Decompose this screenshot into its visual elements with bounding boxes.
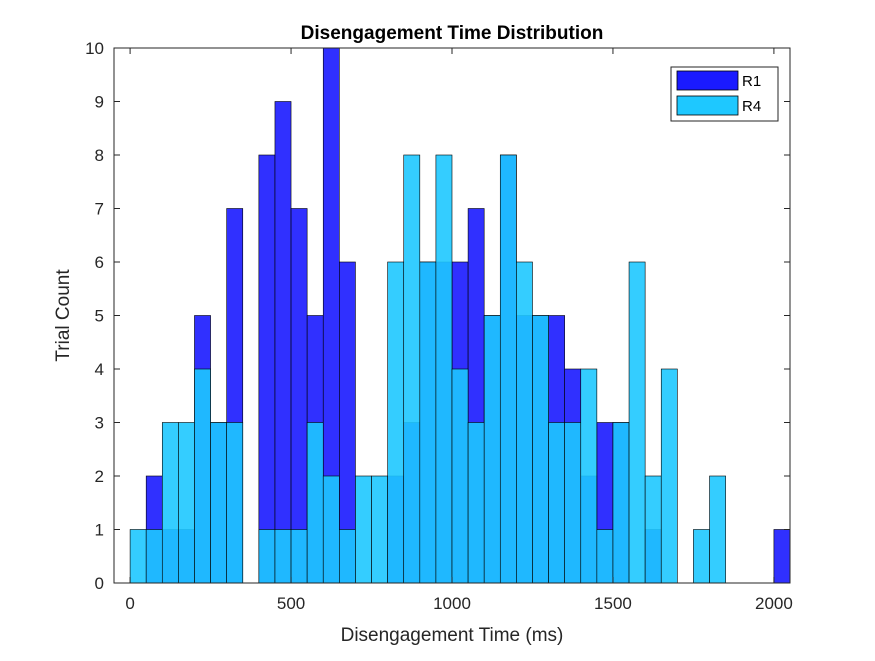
legend-label-r4: R4 [742,98,761,115]
bar-r4-bin-0 [129,529,147,584]
bar-r4-bin-16 [387,261,405,584]
bar-r4-bin-27 [564,422,582,584]
y-axis-label: Trial Count [53,269,74,362]
legend-swatch-r1 [676,70,739,91]
bar-r4-bin-10 [290,529,308,584]
bar-r4-bin-14 [355,475,372,584]
bar-r4-bin-31 [628,261,646,584]
x-tick-label-500: 500 [277,594,305,613]
bar-r4-bin-8 [258,529,276,584]
y-tick-label-5: 5 [95,307,104,326]
y-tick-label-3: 3 [95,414,104,433]
bar-r4-bin-23 [499,154,517,584]
y-tick-label-8: 8 [95,146,104,165]
y-tick-label-10: 10 [85,39,104,58]
bar-r4-bin-5 [210,422,227,584]
bar-r4-bin-25 [532,315,549,584]
bar-r4-bin-36 [709,475,726,584]
legend: R1 R4 [670,66,779,122]
y-tick-label-6: 6 [95,253,104,272]
bar-r4-bin-18 [419,261,437,584]
bar-r4-bin-22 [483,315,501,584]
bar-r4-bin-30 [612,422,630,584]
y-tick-label-2: 2 [95,467,104,486]
bar-r4-bin-11 [306,422,324,584]
bar-r4-bin-2 [161,422,179,584]
x-tick-label-0: 0 [125,594,134,613]
bar-r4-bin-9 [274,529,292,584]
bar-r4-bin-29 [596,529,614,584]
x-tick-label-2000: 2000 [755,594,793,613]
legend-label-r1: R1 [742,73,761,90]
bar-r4-bin-13 [339,529,356,584]
bar-r4-bin-28 [580,368,598,584]
bar-r1-bin-40 [773,529,791,584]
bar-r4-bin-26 [548,422,565,584]
y-tick-label-7: 7 [95,200,104,219]
bar-r4-bin-17 [403,154,421,584]
x-tick-label-1000: 1000 [433,594,471,613]
y-tick-label-1: 1 [95,521,104,540]
bar-r1-bin-9 [274,101,292,584]
bar-r4-bin-19 [435,154,453,584]
x-tick-label-1500: 1500 [594,594,632,613]
bar-r4-bin-24 [516,261,533,584]
y-tick-label-0: 0 [95,574,104,593]
bar-r4-bin-35 [693,529,710,584]
x-axis-label: Disengagement Time (ms) [341,625,564,646]
bar-r4-bin-12 [322,475,340,584]
bar-r4-bin-6 [226,422,244,584]
bar-r4-bin-32 [644,475,662,584]
bar-r4-bin-20 [451,368,469,584]
axes: 0 500 1000 1500 2000 0 1 2 3 4 5 6 7 8 9 10 [85,39,793,613]
bar-r4-bin-15 [371,475,388,584]
bar-r4-bin-4 [194,368,211,584]
chart-title: Disengagement Time Distribution [301,23,604,44]
bar-r4-bin-3 [178,422,195,584]
bar-r4-bin-21 [467,422,485,584]
y-tick-label-4: 4 [95,360,104,379]
y-tick-label-9: 9 [95,93,104,112]
bar-r4-bin-1 [145,529,163,584]
bar-r1-bin-8 [258,154,276,584]
bar-r4-bin-33 [660,368,678,584]
bar-r1-bin-10 [290,208,308,584]
legend-swatch-r4 [676,95,739,116]
